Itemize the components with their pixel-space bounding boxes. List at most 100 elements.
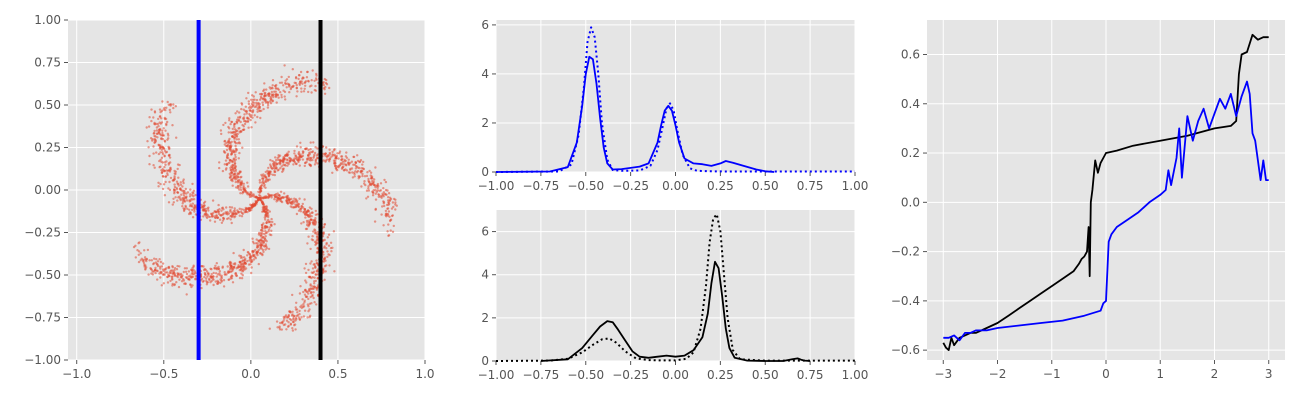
scatter-point	[191, 284, 194, 287]
scatter-point	[182, 278, 185, 281]
scatter-point	[213, 267, 216, 270]
scatter-point	[254, 257, 257, 260]
scatter-point	[233, 125, 236, 129]
scatter-point	[259, 241, 262, 244]
scatter-point	[230, 277, 234, 280]
scatter-point	[259, 244, 263, 247]
scatter-point	[153, 131, 156, 135]
scatter-point	[331, 153, 334, 156]
scatter-point	[331, 150, 334, 154]
scatter-point	[191, 271, 194, 274]
scatter-point	[174, 172, 177, 176]
scatter-point	[192, 206, 195, 209]
scatter-point	[179, 198, 182, 202]
scatter-point	[306, 209, 310, 212]
scatter-point	[225, 212, 229, 215]
scatter-point	[236, 181, 240, 184]
scatter-point	[326, 250, 329, 253]
scatter-point	[294, 319, 297, 322]
scatter-point	[265, 245, 268, 248]
scatter-point	[315, 74, 318, 77]
scatter-point	[218, 166, 221, 170]
scatter-point	[373, 178, 376, 181]
scatter-point	[308, 289, 311, 293]
panel1-ytick-label: −0.75	[24, 311, 61, 325]
scatter-point	[148, 163, 151, 166]
scatter-point	[261, 101, 264, 104]
scatter-point	[360, 185, 363, 188]
scatter-point	[265, 240, 268, 243]
scatter-point	[155, 258, 158, 261]
scatter-point	[229, 142, 232, 145]
scatter-point	[164, 180, 167, 184]
panel2-xtick-label: 1.00	[842, 179, 869, 193]
scatter-point	[238, 142, 242, 145]
scatter-point	[323, 223, 326, 226]
scatter-point	[311, 150, 315, 153]
scatter-point	[387, 223, 390, 226]
scatter-point	[268, 226, 271, 229]
scatter-point	[298, 318, 302, 321]
scatter-point	[240, 215, 244, 218]
scatter-point	[316, 231, 319, 234]
scatter-point	[236, 129, 239, 133]
scatter-point	[307, 275, 311, 278]
scatter-point	[324, 152, 327, 155]
scatter-point	[259, 116, 262, 120]
scatter-point	[263, 94, 266, 98]
scatter-point	[243, 122, 247, 126]
scatter-point	[158, 108, 162, 111]
scatter-point	[300, 304, 303, 307]
scatter-point	[307, 292, 310, 295]
scatter-point	[189, 268, 193, 271]
scatter-point	[287, 321, 290, 324]
scatter-point	[160, 117, 163, 120]
scatter-point	[229, 122, 232, 126]
scatter-point	[383, 178, 386, 182]
scatter-point	[281, 321, 284, 324]
scatter-point	[246, 259, 249, 263]
scatter-point	[391, 230, 395, 233]
scatter-point	[180, 193, 183, 196]
scatter-point	[159, 165, 162, 168]
scatter-point	[285, 158, 288, 161]
scatter-point	[255, 98, 259, 102]
scatter-point	[168, 156, 172, 159]
scatter-point	[220, 277, 223, 280]
scatter-point	[374, 166, 377, 169]
scatter-point	[347, 158, 350, 161]
scatter-point	[241, 256, 244, 259]
scatter-point	[335, 166, 338, 170]
scatter-point	[230, 120, 233, 124]
scatter-point	[306, 242, 309, 245]
scatter-point	[389, 229, 392, 232]
scatter-point	[247, 251, 250, 254]
scatter-point	[235, 132, 238, 136]
scatter-point	[233, 162, 237, 165]
scatter-point	[332, 230, 336, 233]
panel4-xtick-label: −1	[1043, 367, 1061, 381]
scatter-point	[365, 174, 369, 178]
scatter-point	[260, 189, 263, 193]
scatter-point	[282, 196, 285, 199]
scatter-point	[311, 69, 314, 72]
scatter-point	[374, 207, 377, 211]
scatter-point	[230, 206, 234, 209]
scatter-point	[255, 201, 258, 204]
scatter-point	[305, 290, 308, 294]
scatter-point	[193, 273, 196, 276]
scatter-point	[294, 316, 298, 320]
scatter-point	[220, 132, 223, 136]
panel4-grid	[927, 20, 1285, 360]
scatter-point	[329, 246, 333, 250]
scatter-point	[308, 302, 312, 305]
scatter-point	[263, 196, 266, 199]
scatter-point	[294, 308, 298, 311]
scatter-point	[279, 321, 282, 325]
scatter-point	[359, 159, 363, 162]
scatter-point	[343, 160, 346, 163]
scatter-point	[165, 122, 168, 126]
scatter-point	[314, 264, 317, 268]
scatter-point	[370, 182, 374, 186]
panel2-ytick-label: 2	[481, 116, 489, 130]
